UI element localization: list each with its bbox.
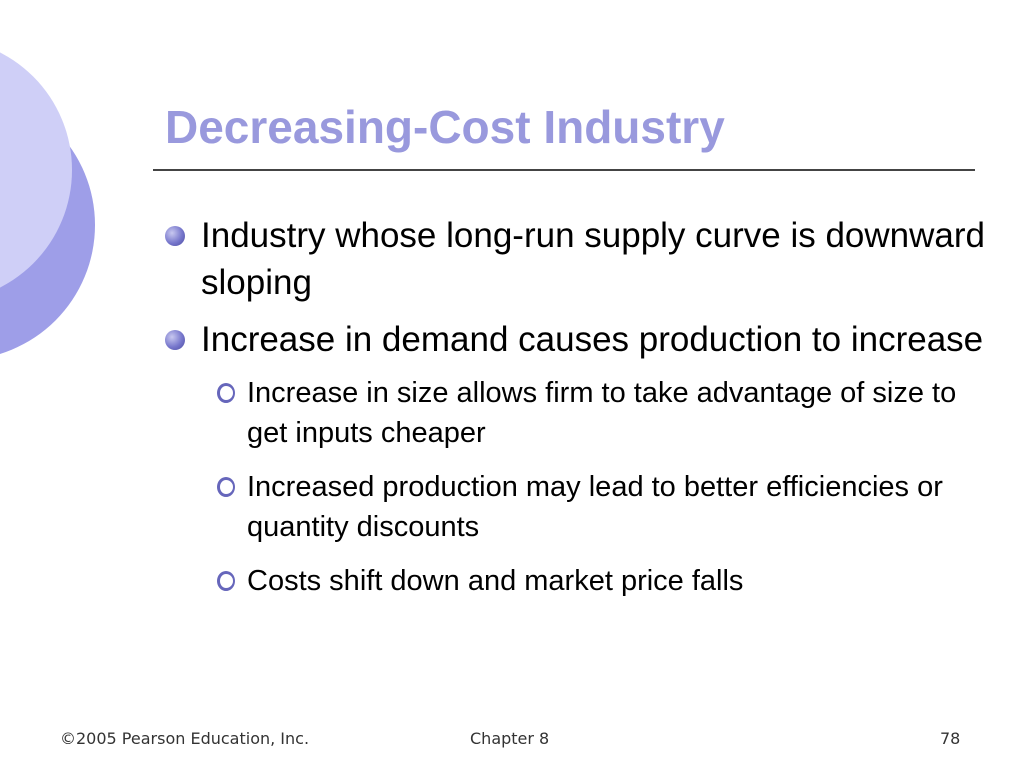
- sub-bullet-item: Increase in size allows firm to take adv…: [165, 373, 985, 453]
- footer-chapter: Chapter 8: [470, 729, 550, 748]
- slide-content: Industry whose long-run supply curve is …: [165, 212, 985, 615]
- bullet-text: Industry whose long-run supply curve is …: [201, 216, 985, 302]
- footer-copyright: ©2005 Pearson Education, Inc.: [60, 729, 310, 748]
- sub-bullet-item: Increased production may lead to better …: [165, 467, 985, 547]
- sub-bullet-text: Costs shift down and market price falls: [247, 565, 744, 597]
- bullet-item: Industry whose long-run supply curve is …: [165, 212, 985, 306]
- sub-bullet-item: Costs shift down and market price falls: [165, 561, 985, 601]
- title-divider: [153, 169, 975, 171]
- sub-bullet-text: Increased production may lead to better …: [247, 471, 943, 543]
- bullet-text: Increase in demand causes production to …: [201, 320, 984, 359]
- decorative-circles: [0, 52, 95, 354]
- deco-circle-front: [0, 52, 72, 288]
- sub-bullet-text: Increase in size allows firm to take adv…: [247, 377, 957, 449]
- hollow-bullet-icon: [217, 571, 235, 591]
- footer-page-number: 78: [940, 729, 961, 748]
- hollow-bullet-icon: [217, 477, 235, 497]
- bullet-icon: [165, 330, 185, 350]
- hollow-bullet-icon: [217, 383, 235, 403]
- bullet-item: Increase in demand causes production to …: [165, 316, 985, 363]
- bullet-icon: [165, 226, 185, 246]
- slide-title: Decreasing-Cost Industry: [165, 101, 725, 153]
